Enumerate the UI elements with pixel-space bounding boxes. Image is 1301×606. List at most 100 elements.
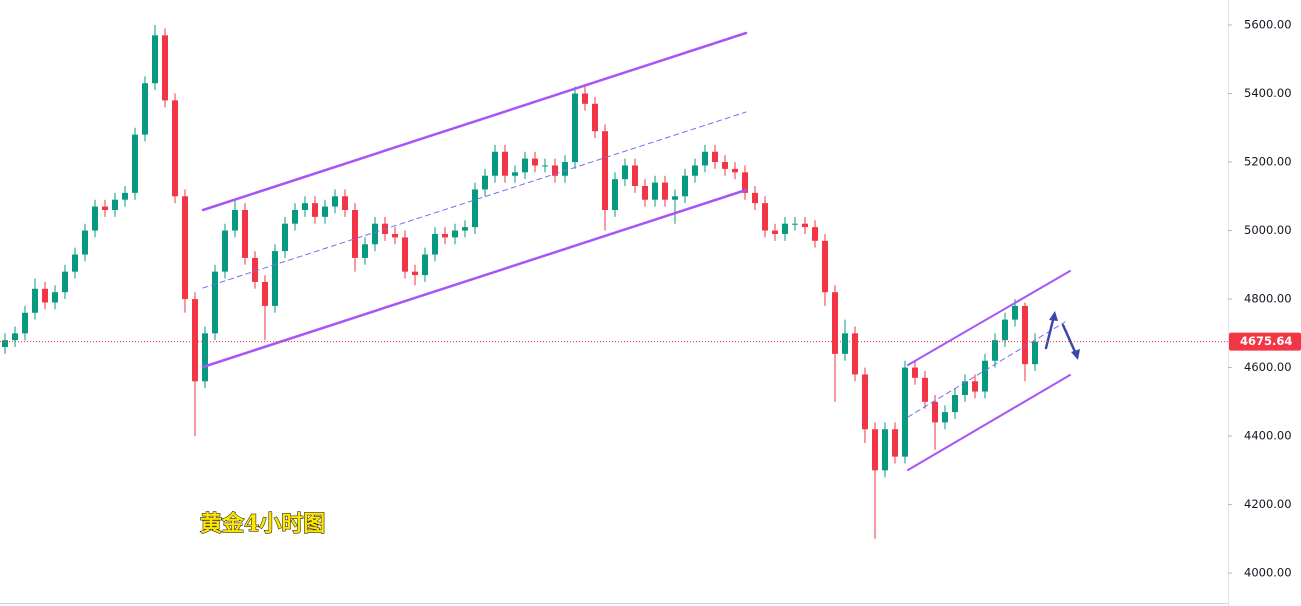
arrow-up xyxy=(1044,314,1056,350)
candle-body xyxy=(92,206,98,231)
candle-body xyxy=(662,182,668,200)
candle-body xyxy=(512,172,518,176)
candle-body xyxy=(102,206,108,210)
candle-body xyxy=(862,374,868,430)
candle-body xyxy=(982,360,988,392)
candle-body xyxy=(1022,305,1028,365)
candle-body xyxy=(942,412,948,423)
candle-body xyxy=(472,189,478,228)
candle-body xyxy=(702,151,708,166)
candle-body xyxy=(432,233,438,255)
chart-annotation: 黄金4小时图 xyxy=(200,511,325,537)
candle-body xyxy=(932,401,938,423)
candle-body xyxy=(832,292,838,354)
candle-body xyxy=(742,172,748,193)
candle-body xyxy=(902,367,908,457)
candle-body xyxy=(262,281,268,306)
candle-body xyxy=(812,227,818,241)
candle-body xyxy=(792,223,798,225)
drawings xyxy=(201,31,1080,471)
candle-body xyxy=(922,377,928,402)
candle-body xyxy=(352,209,358,258)
y-tick-label: 4800.00 xyxy=(1244,292,1292,306)
candle-body xyxy=(572,93,578,163)
candle-body xyxy=(342,196,348,210)
candle-body xyxy=(192,299,198,382)
candle-body xyxy=(612,179,618,210)
arrow-head xyxy=(1049,311,1058,321)
candle-body xyxy=(292,209,298,224)
candle-body xyxy=(82,230,88,255)
candle-body xyxy=(142,83,148,135)
candle-body xyxy=(522,158,528,173)
candle-body xyxy=(202,333,208,382)
candle-body xyxy=(412,271,418,276)
candle-body xyxy=(482,175,488,190)
candle-body xyxy=(222,230,228,272)
candle-body xyxy=(622,165,628,180)
candle-body xyxy=(212,271,218,334)
candle-body xyxy=(162,35,168,101)
candle-body xyxy=(2,340,8,348)
last-price-label: 4675.64 xyxy=(1240,334,1292,348)
candle-body xyxy=(232,209,238,231)
candle-body xyxy=(462,227,468,231)
candle-body xyxy=(252,257,258,282)
arrow-head xyxy=(1071,349,1080,360)
candle-body xyxy=(1012,305,1018,320)
candle-body xyxy=(72,254,78,272)
candle-body xyxy=(912,367,918,378)
candle-body xyxy=(892,429,898,457)
channel-upper xyxy=(907,270,1071,366)
candle-body xyxy=(842,333,848,354)
candle-body xyxy=(1032,341,1038,365)
candle-body xyxy=(282,223,288,252)
candle-body xyxy=(762,203,768,231)
candle-body xyxy=(182,196,188,300)
y-tick-label: 5200.00 xyxy=(1244,155,1292,169)
channel-mid xyxy=(907,321,1066,418)
candle-body xyxy=(42,288,48,303)
candle-body xyxy=(692,165,698,176)
candle-body xyxy=(802,223,808,228)
candle-body xyxy=(822,240,828,293)
candle-body xyxy=(772,230,778,234)
y-tick-label: 4200.00 xyxy=(1244,497,1292,511)
candle-body xyxy=(882,429,888,471)
last-price-box xyxy=(1229,332,1301,351)
candle-body xyxy=(302,203,308,210)
y-tick-label: 4400.00 xyxy=(1244,429,1292,443)
candle-body xyxy=(132,134,138,193)
candle-body xyxy=(872,429,878,471)
channel-upper xyxy=(201,31,748,212)
y-tick-label: 4000.00 xyxy=(1244,566,1292,580)
candle-body xyxy=(782,223,788,234)
candle-body xyxy=(122,192,128,200)
candle-body xyxy=(532,158,538,166)
candle-body xyxy=(452,230,458,238)
candle-body xyxy=(242,209,248,258)
candle-body xyxy=(502,151,508,176)
candle-body xyxy=(312,203,318,217)
y-tick-label: 5400.00 xyxy=(1244,86,1292,100)
candle-body xyxy=(542,165,548,167)
candle-body xyxy=(632,165,638,187)
candle-body xyxy=(62,271,68,293)
candle-body xyxy=(672,196,678,200)
candle-body xyxy=(1002,319,1008,341)
candle-body xyxy=(332,196,338,207)
candle-body xyxy=(322,206,328,217)
plot-area xyxy=(2,25,1038,539)
candle-body xyxy=(752,192,758,204)
candle-body xyxy=(592,103,598,132)
candle-body xyxy=(712,151,718,163)
candle-body xyxy=(362,244,368,258)
candle-body xyxy=(962,381,968,395)
candle-body xyxy=(172,100,178,197)
candle-body xyxy=(392,233,398,238)
candle-body xyxy=(582,93,588,104)
channel-mid xyxy=(202,111,747,289)
candle-body xyxy=(372,223,378,245)
candle-body xyxy=(112,199,118,210)
